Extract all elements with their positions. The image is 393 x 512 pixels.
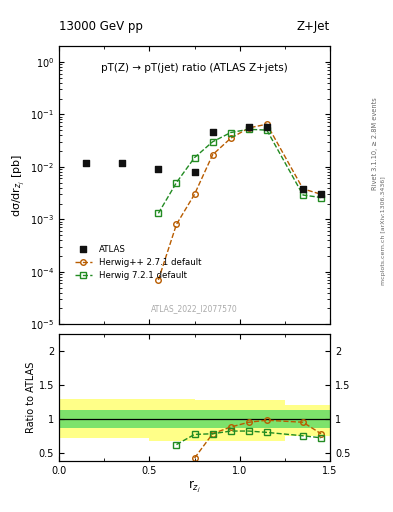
Text: 13000 GeV pp: 13000 GeV pp — [59, 20, 143, 33]
Herwig 7.2.1 default — [192, 155, 197, 161]
Herwig 7.2.1 default — [156, 210, 161, 217]
ATLAS — [246, 123, 252, 131]
Herwig++ 2.7.1 default — [264, 121, 269, 127]
ATLAS — [318, 190, 324, 198]
Legend: ATLAS, Herwig++ 2.7.1 default, Herwig 7.2.1 default: ATLAS, Herwig++ 2.7.1 default, Herwig 7.… — [72, 241, 205, 284]
Herwig 7.2.1 default — [210, 139, 215, 145]
Text: pT(Z) → pT(jet) ratio (ATLAS Z+jets): pT(Z) → pT(jet) ratio (ATLAS Z+jets) — [101, 63, 288, 73]
ATLAS — [264, 123, 270, 131]
Herwig++ 2.7.1 default — [301, 186, 305, 192]
Herwig++ 2.7.1 default — [210, 152, 215, 158]
Herwig++ 2.7.1 default — [319, 191, 323, 197]
Herwig 7.2.1 default — [246, 126, 251, 132]
ATLAS — [209, 127, 216, 136]
Herwig 7.2.1 default — [319, 195, 323, 201]
Herwig 7.2.1 default — [174, 180, 179, 186]
ATLAS — [83, 159, 89, 167]
ATLAS — [119, 159, 125, 167]
Herwig 7.2.1 default — [228, 130, 233, 136]
Herwig 7.2.1 default — [264, 127, 269, 133]
ATLAS — [300, 185, 306, 194]
Line: Herwig++ 2.7.1 default: Herwig++ 2.7.1 default — [156, 121, 324, 283]
Y-axis label: dσ/dr$_{z_j}$ [pb]: dσ/dr$_{z_j}$ [pb] — [11, 154, 27, 217]
Herwig++ 2.7.1 default — [174, 221, 179, 227]
Herwig++ 2.7.1 default — [228, 135, 233, 141]
Text: Z+Jet: Z+Jet — [297, 20, 330, 33]
Y-axis label: Ratio to ATLAS: Ratio to ATLAS — [26, 362, 36, 433]
ATLAS — [191, 168, 198, 176]
Herwig++ 2.7.1 default — [192, 191, 197, 197]
ATLAS — [155, 165, 162, 174]
Text: mcplots.cern.ch [arXiv:1306.3436]: mcplots.cern.ch [arXiv:1306.3436] — [381, 176, 386, 285]
Herwig++ 2.7.1 default — [246, 125, 251, 131]
Text: Rivet 3.1.10, ≥ 2.8M events: Rivet 3.1.10, ≥ 2.8M events — [372, 97, 378, 190]
Line: Herwig 7.2.1 default: Herwig 7.2.1 default — [156, 126, 324, 216]
Herwig 7.2.1 default — [301, 192, 305, 198]
Herwig++ 2.7.1 default — [156, 277, 161, 283]
X-axis label: r$_{z_j}$: r$_{z_j}$ — [188, 478, 201, 495]
Text: ATLAS_2022_I2077570: ATLAS_2022_I2077570 — [151, 304, 238, 313]
